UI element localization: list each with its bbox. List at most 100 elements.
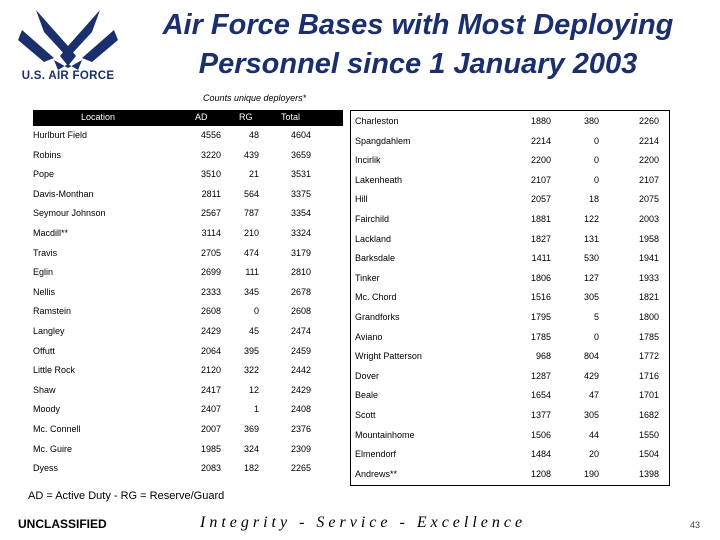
- cell-ad: 968: [535, 351, 551, 362]
- cell-ad: 2811: [201, 188, 221, 199]
- footnote: AD = Active Duty - RG = Reserve/Guard: [28, 490, 225, 502]
- air-force-logo: [18, 10, 118, 70]
- cell-total: 2810: [290, 267, 311, 278]
- cell-rg: 12: [248, 384, 259, 395]
- cell-ad: 2107: [530, 174, 551, 185]
- table-row: Moody 2407 1 2408: [33, 401, 343, 420]
- cell-rg: 190: [583, 468, 599, 479]
- cell-rg: 345: [243, 286, 259, 297]
- cell-total: 1504: [638, 449, 659, 460]
- cell-ad: 4556: [200, 130, 221, 140]
- table-row: Mountainhome 1506 44 1550: [351, 427, 671, 446]
- cell-ad: 2407: [200, 404, 221, 415]
- cell-ad: 1827: [530, 233, 551, 244]
- table-row: Aviano 1785 0 1785: [351, 329, 671, 348]
- table-row: Fairchild 1881 122 2003: [351, 211, 671, 230]
- cell-rg: 305: [583, 292, 599, 303]
- table-row: Barksdale 1411 530 1941: [351, 250, 671, 269]
- cell-rg: 564: [243, 188, 259, 199]
- cell-rg: 20: [588, 449, 599, 460]
- cell-total: 2003: [638, 214, 659, 224]
- cell-location: Lakenheath: [355, 174, 403, 185]
- cell-location: Spangdahlem: [355, 135, 411, 146]
- cell-total: 2376: [290, 424, 311, 434]
- cell-location: Beale: [355, 390, 379, 401]
- cell-location: Wright Patterson: [355, 351, 422, 362]
- cell-location: Mc. Guire: [33, 443, 73, 454]
- cell-ad: 1880: [530, 116, 551, 126]
- cell-total: 1958: [638, 233, 659, 244]
- cell-total: 2459: [290, 345, 311, 356]
- cell-ad: 3510: [200, 169, 221, 180]
- cell-rg: 324: [243, 443, 259, 454]
- cell-total: 2214: [638, 135, 659, 146]
- cell-ad: 2333: [200, 286, 221, 297]
- cell-location: Eglin: [33, 267, 54, 278]
- table-row: Little Rock 2120 322 2442: [33, 362, 343, 381]
- table-row: Seymour Johnson 2567 787 3354: [33, 205, 343, 224]
- cell-location: Davis-Monthan: [33, 188, 94, 199]
- cell-location: Nellis: [33, 286, 56, 297]
- header-location: Location: [81, 112, 116, 122]
- cell-rg: 48: [248, 130, 259, 140]
- header-total: Total: [281, 112, 301, 122]
- cell-location: Robins: [33, 149, 62, 160]
- cell-rg: 369: [243, 424, 259, 434]
- cell-rg: 395: [243, 345, 259, 356]
- table-row: Mc. Chord 1516 305 1821: [351, 289, 671, 308]
- table-header: Location AD RG Total: [33, 110, 343, 126]
- page-title: Air Force Bases with Most Deploying Pers…: [162, 9, 674, 80]
- cell-location: Hurlburt Field: [33, 130, 88, 140]
- cell-location: Pope: [33, 169, 55, 180]
- cell-location: Langley: [33, 326, 65, 336]
- cell-total: 2608: [290, 306, 311, 317]
- table-row: Mc. Connell 2007 369 2376: [33, 421, 343, 440]
- table-row: Beale 1654 47 1701: [351, 387, 671, 406]
- cell-rg: 210: [243, 228, 259, 238]
- cell-location: Barksdale: [355, 253, 396, 264]
- classification-label: UNCLASSIFIED: [18, 517, 107, 531]
- table-row: Lakenheath 2107 0 2107: [351, 172, 671, 191]
- cell-rg: 0: [593, 331, 599, 342]
- cell-total: 1682: [638, 410, 659, 420]
- cell-ad: 1516: [530, 292, 551, 303]
- cell-ad: 1985: [200, 443, 221, 454]
- table-row: Mc. Guire 1985 324 2309: [33, 441, 343, 460]
- cell-location: Mc. Chord: [355, 292, 397, 303]
- cell-total: 2200: [638, 155, 659, 166]
- logo-text: U.S. AIR FORCE: [21, 70, 115, 82]
- cell-location: Seymour Johnson: [33, 208, 106, 219]
- cell-location: Fairchild: [355, 214, 390, 224]
- cell-rg: 439: [243, 149, 259, 160]
- cell-total: 2309: [290, 443, 311, 454]
- table-row: Travis 2705 474 3179: [33, 245, 343, 264]
- cell-rg: 429: [583, 370, 599, 381]
- cell-ad: 1785: [530, 331, 551, 342]
- cell-location: Lackland: [355, 233, 392, 244]
- cell-ad: 2007: [200, 424, 221, 434]
- cell-location: Ramstein: [33, 306, 72, 317]
- cell-total: 1785: [638, 331, 659, 342]
- table-row: Offutt 2064 395 2459: [33, 343, 343, 362]
- cell-ad: 2699: [200, 267, 221, 278]
- cell-total: 1800: [638, 312, 659, 322]
- cell-total: 1550: [638, 429, 659, 440]
- cell-rg: 182: [243, 463, 259, 474]
- table-row: Langley 2429 45 2474: [33, 323, 343, 342]
- cell-location: Elmendorf: [355, 449, 397, 460]
- table-row: Tinker 1806 127 1933: [351, 270, 671, 289]
- cell-ad: 1377: [530, 410, 551, 420]
- cell-ad: 2567: [200, 208, 221, 219]
- cell-rg: 474: [243, 247, 259, 258]
- header-ad: AD: [195, 112, 208, 122]
- header-rg: RG: [239, 112, 253, 122]
- cell-location: Shaw: [33, 384, 56, 395]
- cell-ad: 3220: [200, 149, 221, 160]
- cell-rg: 305: [583, 410, 599, 420]
- cell-ad: 2120: [200, 365, 221, 376]
- cell-total: 2429: [290, 384, 311, 395]
- cell-ad: 1654: [530, 390, 551, 401]
- table-row: Lackland 1827 131 1958: [351, 231, 671, 250]
- cell-total: 1821: [638, 292, 659, 303]
- cell-ad: 2214: [530, 135, 551, 146]
